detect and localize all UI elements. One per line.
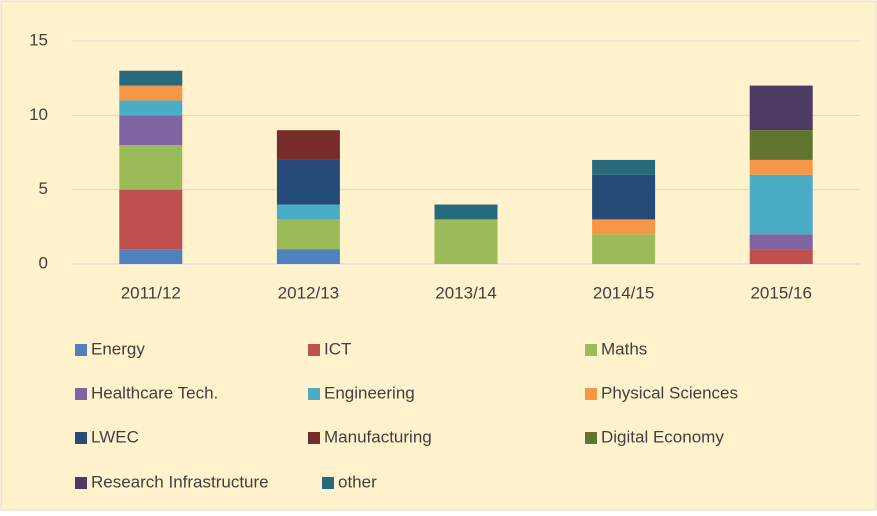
bar-segment: [276, 249, 340, 264]
legend-label: ICT: [324, 339, 351, 358]
bar-segment: [749, 159, 813, 175]
legend-swatch: [308, 344, 320, 356]
y-tick-label: 10: [29, 105, 48, 124]
bar-segment: [276, 130, 340, 160]
legend-label: LWEC: [91, 427, 139, 446]
x-tick-label: 2015/16: [750, 283, 811, 302]
bar-segment: [592, 174, 656, 220]
legend-swatch: [308, 432, 320, 444]
x-tick-label: 2012/13: [278, 283, 339, 302]
bar-segment: [749, 174, 813, 235]
bar-segment: [276, 159, 340, 205]
x-tick-label: 2011/12: [121, 283, 181, 302]
bar-segment: [434, 204, 498, 220]
legend-label: Engineering: [324, 383, 415, 402]
y-tick-label: 0: [39, 253, 48, 272]
legend-label: Maths: [601, 339, 647, 358]
bar-segment: [119, 249, 183, 264]
x-tick-label: 2014/15: [593, 283, 654, 302]
legend-swatch: [585, 344, 597, 356]
bar-segment: [119, 145, 183, 190]
x-tick-label: 2013/14: [435, 283, 496, 302]
legend-swatch: [75, 432, 87, 444]
bar-segment: [434, 219, 498, 264]
bar-segment: [749, 249, 813, 264]
legend-swatch: [75, 388, 87, 400]
bar-segment: [749, 130, 813, 160]
legend-label: other: [338, 472, 377, 491]
legend-swatch: [322, 477, 334, 489]
legend-swatch: [75, 344, 87, 356]
legend-label: Healthcare Tech.: [91, 383, 218, 402]
bar-segment: [592, 234, 656, 264]
legend-swatch: [308, 388, 320, 400]
legend-label: Energy: [91, 339, 145, 358]
bar-segment: [749, 85, 813, 131]
bar-segment: [119, 115, 183, 146]
bar-segment: [592, 159, 656, 175]
bar-segment: [276, 219, 340, 250]
bar-segment: [276, 204, 340, 220]
legend-label: Manufacturing: [324, 427, 432, 446]
legend-label: Physical Sciences: [601, 383, 738, 402]
bar-segment: [119, 100, 183, 116]
bar-segment: [119, 85, 183, 101]
bar-segment: [119, 70, 183, 86]
bar-segment: [592, 219, 656, 235]
bar-segment: [749, 234, 813, 250]
y-tick-label: 5: [39, 179, 48, 198]
legend-swatch: [75, 477, 87, 489]
legend-swatch: [585, 388, 597, 400]
legend-label: Digital Economy: [601, 427, 724, 446]
legend-label: Research Infrastructure: [91, 472, 269, 491]
y-tick-label: 15: [29, 30, 48, 49]
legend-swatch: [585, 432, 597, 444]
bar-segment: [119, 189, 183, 250]
